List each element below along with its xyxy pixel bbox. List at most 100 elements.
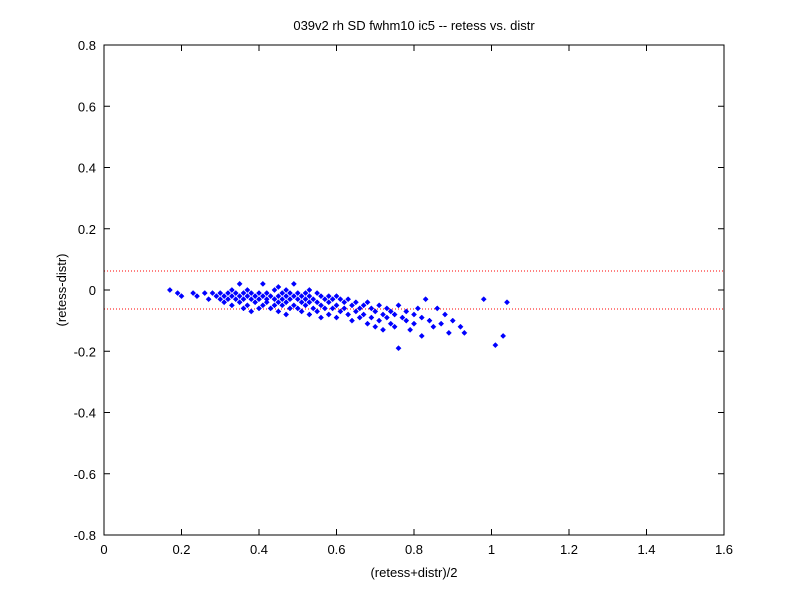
y-tick-label: 0.4 xyxy=(78,161,96,176)
data-point xyxy=(225,296,231,303)
data-point xyxy=(418,314,425,321)
data-point xyxy=(248,296,255,303)
data-point xyxy=(271,302,278,309)
data-point xyxy=(221,293,228,300)
data-point xyxy=(457,323,464,330)
data-point xyxy=(383,305,390,312)
data-point xyxy=(256,305,262,312)
data-point xyxy=(387,308,394,315)
data-point xyxy=(190,290,197,297)
data-point xyxy=(267,305,274,312)
data-point xyxy=(240,290,247,297)
data-point xyxy=(492,342,499,349)
data-point xyxy=(205,296,212,303)
data-point xyxy=(352,299,359,306)
data-point xyxy=(306,299,313,306)
data-point xyxy=(252,293,259,300)
data-point xyxy=(294,305,301,312)
data-point xyxy=(321,296,328,303)
data-point xyxy=(259,302,266,309)
data-point xyxy=(298,299,305,306)
data-point xyxy=(372,308,379,315)
data-point xyxy=(356,314,363,321)
data-point xyxy=(411,320,417,327)
data-points xyxy=(166,280,510,352)
data-point xyxy=(221,299,228,306)
x-tick-label: 0.2 xyxy=(172,542,190,557)
data-point xyxy=(263,290,270,297)
data-point xyxy=(360,302,367,309)
data-point xyxy=(310,296,317,303)
data-point xyxy=(442,311,448,318)
data-point xyxy=(306,287,313,293)
data-point xyxy=(414,305,421,312)
data-point xyxy=(399,314,406,321)
data-point xyxy=(232,296,239,303)
data-point xyxy=(395,345,402,352)
data-point xyxy=(166,287,173,293)
data-point xyxy=(275,293,282,300)
data-point xyxy=(267,293,274,300)
data-point xyxy=(302,290,309,297)
x-tick-label: 0.4 xyxy=(250,542,268,557)
data-point xyxy=(271,287,278,293)
data-point xyxy=(290,302,297,309)
data-point xyxy=(368,314,375,321)
data-point xyxy=(194,293,200,300)
data-point xyxy=(236,299,243,306)
data-point xyxy=(445,329,452,336)
data-point xyxy=(395,302,402,309)
data-point xyxy=(298,293,305,300)
x-tick-label: 0.6 xyxy=(327,542,345,557)
data-point xyxy=(306,311,313,318)
data-point xyxy=(430,323,437,330)
y-tick-label: -0.2 xyxy=(74,344,96,359)
x-tick-label: 1.4 xyxy=(637,542,655,557)
data-point xyxy=(256,290,262,297)
data-point xyxy=(325,299,332,306)
data-point xyxy=(461,329,468,336)
data-point xyxy=(318,302,324,309)
data-point xyxy=(298,308,305,315)
chart-title: 039v2 rh SD fwhm10 ic5 -- retess vs. dis… xyxy=(293,18,535,33)
data-point xyxy=(376,302,383,309)
data-point xyxy=(480,296,487,303)
data-point xyxy=(306,293,313,300)
data-point xyxy=(259,293,266,300)
data-point xyxy=(325,311,332,318)
data-point xyxy=(434,305,441,312)
data-point xyxy=(209,290,216,297)
data-point xyxy=(360,311,367,318)
data-point xyxy=(290,293,297,300)
data-point xyxy=(321,305,328,312)
data-point xyxy=(345,296,352,303)
data-point xyxy=(174,290,181,297)
data-point xyxy=(290,280,297,287)
data-point xyxy=(236,280,243,287)
data-point xyxy=(283,311,290,318)
data-point xyxy=(387,320,394,327)
data-point xyxy=(228,302,235,309)
x-tick-label: 0.8 xyxy=(405,542,423,557)
x-tick-label: 1 xyxy=(488,542,495,557)
data-point xyxy=(329,296,336,303)
data-point xyxy=(236,293,243,300)
data-point xyxy=(333,293,340,300)
data-point xyxy=(504,299,510,306)
data-point xyxy=(449,317,456,324)
data-point xyxy=(364,320,371,327)
data-point xyxy=(314,308,321,315)
data-point xyxy=(287,296,293,303)
data-point xyxy=(244,287,251,293)
data-point xyxy=(225,290,231,297)
data-point xyxy=(275,308,282,315)
data-point xyxy=(248,308,255,315)
data-point xyxy=(279,302,286,309)
data-point xyxy=(411,311,417,318)
data-point xyxy=(376,317,383,324)
y-axis-label: (retess-distr) xyxy=(54,254,69,327)
data-point xyxy=(329,305,336,312)
data-point xyxy=(240,305,247,312)
y-tick-label: 0.6 xyxy=(78,99,96,114)
